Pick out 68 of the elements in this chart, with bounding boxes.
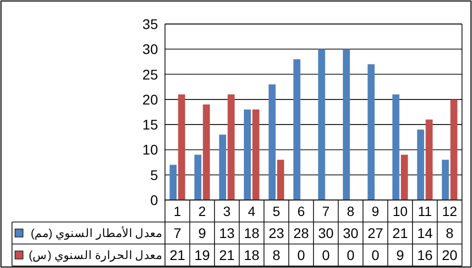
bar (450, 99, 458, 200)
bar (219, 134, 226, 200)
bar (170, 164, 177, 200)
y-tick-label: 0 (150, 192, 158, 208)
x-tick-label: 9 (372, 204, 380, 219)
data-label: 0 (297, 247, 306, 263)
data-label: 0 (371, 247, 380, 263)
y-tick-label: 25 (142, 66, 158, 82)
data-label: 28 (293, 225, 310, 241)
y-tick-label: 20 (142, 91, 158, 108)
bar (178, 94, 186, 200)
data-label: 21 (392, 225, 408, 241)
data-label: 21 (219, 247, 235, 263)
data-label: 27 (368, 225, 384, 241)
x-tick-label: 5 (272, 204, 280, 219)
bar (268, 84, 276, 200)
data-label: 18 (244, 225, 260, 241)
y-tick-label: 10 (142, 142, 158, 158)
bar (417, 130, 424, 200)
data-label: 7 (173, 225, 182, 241)
legend-item: معدل الأمطار السنوي (مم) (14, 228, 162, 240)
y-tick-label: 15 (142, 116, 158, 133)
x-tick-label: 11 (418, 204, 432, 219)
bar (442, 160, 449, 200)
bar (426, 120, 433, 200)
x-tick-label: 3 (223, 204, 231, 219)
x-tick-label: 12 (442, 204, 458, 219)
data-label: 8 (446, 225, 454, 241)
bar (244, 109, 251, 200)
data-label: 9 (396, 247, 404, 263)
x-tick-label: 1 (174, 204, 182, 219)
data-label: 18 (244, 247, 260, 263)
y-tick-label: 5 (150, 166, 158, 183)
data-label: 16 (417, 247, 433, 263)
bar (318, 49, 326, 200)
data-label: 19 (194, 247, 210, 263)
bar (293, 59, 300, 200)
x-tick-label: 8 (346, 204, 354, 219)
data-label: 23 (268, 225, 284, 241)
y-tick-label: 30 (142, 41, 158, 58)
data-label: 9 (198, 225, 206, 241)
y-tick-label: 35 (142, 16, 158, 32)
bar (342, 49, 350, 200)
x-tick-label: 2 (198, 204, 206, 219)
data-label: 30 (318, 225, 334, 241)
x-tick-label: 10 (392, 204, 408, 219)
data-label: 13 (219, 225, 235, 241)
x-tick-label: 6 (297, 204, 305, 219)
legend-label: معدل الأمطار السنوي (مم) (30, 225, 162, 240)
x-tick-label: 7 (322, 204, 330, 219)
bar (392, 94, 400, 200)
bar (368, 64, 375, 200)
bar (277, 160, 284, 200)
data-label: 0 (322, 247, 330, 263)
bar (400, 154, 408, 200)
legend-label: معدل الحرارة السنوي (س) (28, 249, 162, 262)
data-label: 30 (342, 225, 359, 241)
x-tick-label: 4 (248, 204, 256, 219)
data-label: 8 (272, 247, 280, 263)
bar (202, 104, 210, 200)
data-label: 21 (170, 247, 186, 263)
data-label: 14 (417, 225, 433, 241)
data-label: 20 (442, 247, 458, 263)
data-label: 0 (346, 247, 355, 263)
legend-item: معدل الحرارة السنوي (س) (14, 250, 162, 262)
bar (228, 94, 235, 200)
bar (194, 154, 202, 200)
bar (252, 109, 260, 200)
